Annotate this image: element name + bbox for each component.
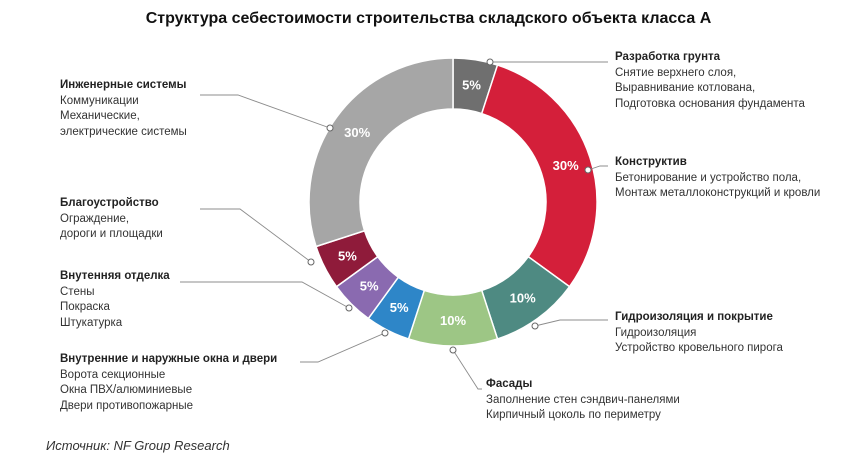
leader-line — [300, 332, 386, 363]
label-konstruktiv: Конструктив Бетонирование и устройство п… — [615, 155, 820, 202]
slice-value-label: 30% — [344, 125, 370, 140]
leader-line — [180, 281, 350, 309]
label-blagoustroystvo: Благоустройство Ограждение, дороги и пло… — [60, 196, 163, 243]
label-gidroizolyaciya: Гидроизоляция и покрытие Гидроизоляция У… — [615, 310, 783, 357]
label-detail: дороги и площадки — [60, 228, 163, 240]
slice-value-label: 5% — [390, 300, 409, 315]
leader-dot — [345, 304, 353, 312]
label-title: Внутренние и наружные окна и двери — [60, 353, 278, 365]
label-fasady: Фасады Заполнение стен сэндвич-панелями … — [486, 377, 680, 424]
label-detail: Снятие верхнего слоя, — [615, 66, 737, 79]
slice-value-label: 30% — [553, 158, 579, 173]
label-detail: Подготовка основания фундамента — [615, 97, 805, 110]
slice-value-label: 5% — [338, 248, 357, 263]
leader-dot — [531, 322, 539, 330]
slice-value-label: 5% — [462, 77, 481, 92]
leader-dot — [381, 329, 389, 337]
label-detail: Гидроизоляция — [615, 326, 697, 339]
chart-title: Структура себестоимости строительства ск… — [145, 10, 712, 27]
label-title: Благоустройство — [60, 197, 159, 209]
label-detail: Коммуникации — [60, 94, 139, 107]
label-detail: электрические системы — [60, 125, 187, 138]
slice-value-label: 10% — [440, 313, 466, 328]
label-detail: Окна ПВХ/алюминиевые — [60, 384, 193, 396]
label-inzhenernye-sistemy: Инженерные системы Коммуникации Механиче… — [60, 78, 187, 140]
leader-line — [200, 94, 331, 129]
donut-slice — [308, 57, 454, 248]
label-detail: Механические, — [60, 110, 140, 122]
label-detail: Кирпичный цоколь по периметру — [486, 409, 661, 421]
slice-value-label: 5% — [360, 278, 379, 293]
leader-dot — [307, 258, 315, 266]
donut-slice — [480, 64, 598, 288]
leader-dot — [326, 124, 334, 132]
leader-line — [452, 349, 482, 390]
label-detail: Монтаж металлоконструкций и кровли — [615, 187, 821, 199]
leader-line — [587, 165, 608, 171]
leader-dot — [449, 346, 457, 354]
label-razrabotka-grunta: Разработка грунта Снятие верхнего слоя, … — [615, 50, 805, 112]
slice-value-label: 10% — [510, 290, 536, 305]
label-detail: Заполнение стен сэндвич-панелями — [486, 393, 680, 406]
label-vnutrennyaya-otdelka: Внутенняя отделка Стены Покраска Штукату… — [60, 269, 170, 331]
leader-dot — [486, 58, 494, 66]
label-detail: Ворота секционные — [60, 368, 166, 381]
leader-line — [534, 319, 608, 327]
label-title: Внутенняя отделка — [60, 270, 170, 282]
label-title: Гидроизоляция и покрытие — [615, 311, 773, 323]
label-detail: Устройство кровельного пирога — [615, 342, 783, 354]
label-detail: Штукатурка — [60, 316, 123, 329]
label-title: Разработка грунта — [615, 51, 721, 63]
label-detail: Покраска — [60, 301, 110, 313]
label-detail: Бетонирование и устройство пола, — [615, 171, 802, 184]
label-detail: Ограждение, — [60, 212, 130, 225]
label-title: Фасады — [486, 378, 533, 390]
label-detail: Стены — [60, 285, 95, 298]
leader-dot — [584, 166, 592, 174]
label-title: Инженерные системы — [60, 79, 187, 91]
label-detail: Выравнивание котлована, — [615, 82, 756, 94]
label-okna-dveri: Внутренние и наружные окна и двери Ворот… — [60, 352, 277, 414]
label-title: Конструктив — [615, 156, 687, 168]
leader-line — [200, 208, 312, 263]
source-note: Источник: NF Group Research — [46, 438, 230, 453]
label-detail: Двери противопожарные — [60, 399, 194, 412]
